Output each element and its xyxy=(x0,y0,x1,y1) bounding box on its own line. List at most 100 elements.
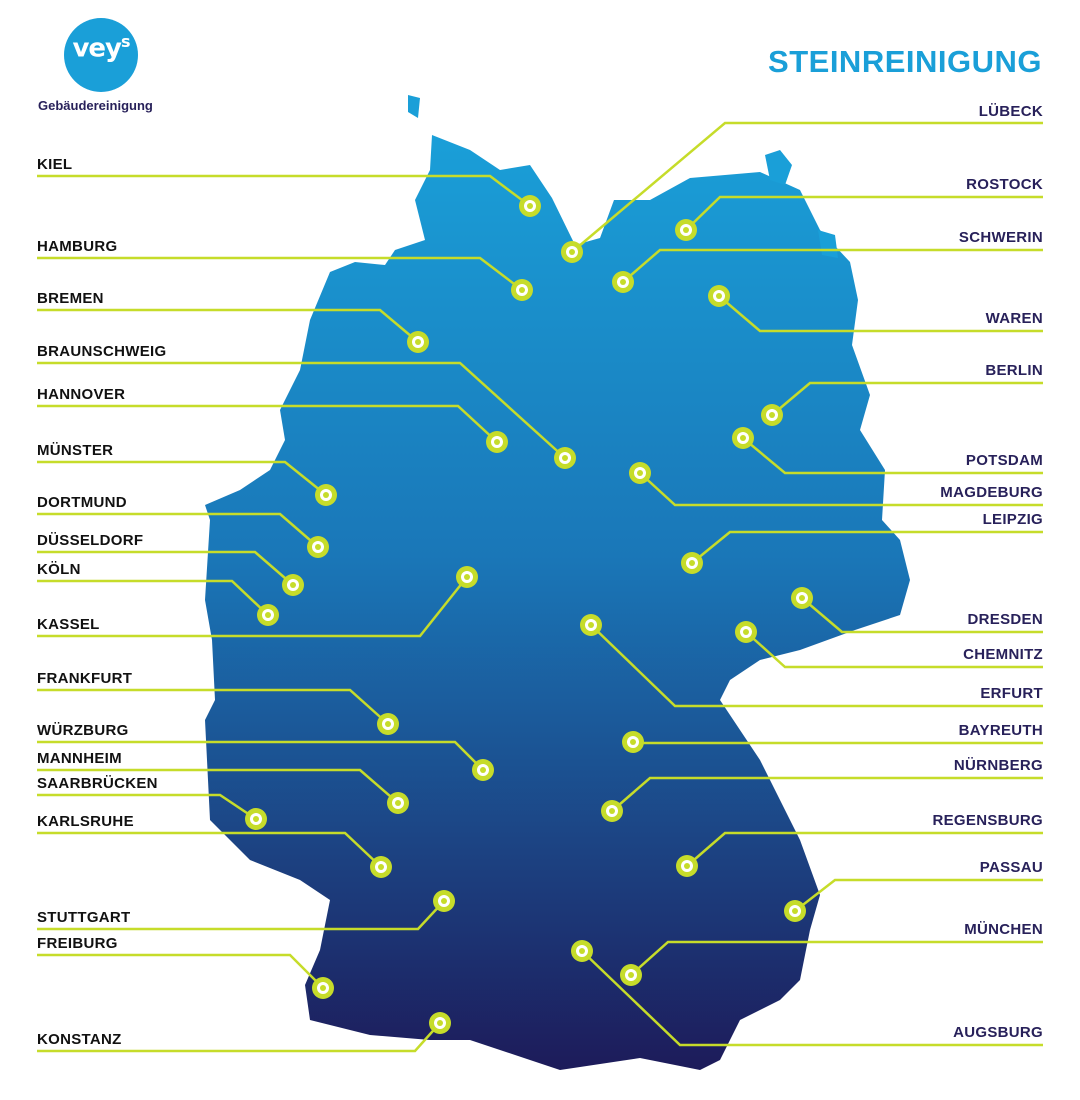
city-label-potsdam[interactable]: POTSDAM xyxy=(965,452,1043,469)
city-label-schwerin[interactable]: SCHWERIN xyxy=(958,229,1043,246)
marker-magdeburg[interactable] xyxy=(629,462,651,484)
connector-konstanz xyxy=(37,1022,441,1053)
marker-freiburg[interactable] xyxy=(312,977,334,999)
city-label-frankfurt[interactable]: FRANKFURT xyxy=(37,670,133,687)
city-label-erfurt[interactable]: ERFURT xyxy=(980,685,1043,702)
connector-muenchen xyxy=(630,940,1043,976)
city-label-dortmund[interactable]: DORTMUND xyxy=(37,494,127,511)
marker-leipzig[interactable] xyxy=(681,552,703,574)
logo-subtitle: Gebäudereinigung xyxy=(38,98,153,113)
connector-braunschweig xyxy=(37,361,566,459)
city-label-kiel[interactable]: KIEL xyxy=(37,156,73,173)
city-label-freiburg[interactable]: FREIBURG xyxy=(37,935,118,952)
connector-schwerin xyxy=(622,248,1043,283)
city-label-kassel[interactable]: KASSEL xyxy=(37,616,100,633)
logo: veys Gebäudereinigung xyxy=(38,18,170,118)
city-label-nuernberg[interactable]: NÜRNBERG xyxy=(953,757,1043,774)
city-label-leipzig[interactable]: LEIPZIG xyxy=(982,511,1043,528)
city-label-magdeburg[interactable]: MAGDEBURG xyxy=(940,484,1043,501)
city-label-muenster[interactable]: MÜNSTER xyxy=(37,442,114,459)
connector-hamburg xyxy=(37,256,523,291)
city-label-dresden[interactable]: DRESDEN xyxy=(967,611,1043,628)
connector-freiburg xyxy=(37,953,324,989)
fehmarn-island xyxy=(408,95,420,118)
marker-bayreuth[interactable] xyxy=(622,731,644,753)
city-label-rostock[interactable]: ROSTOCK xyxy=(966,176,1043,193)
marker-passau[interactable] xyxy=(784,900,806,922)
connector-frankfurt xyxy=(37,688,389,725)
connector-waren xyxy=(718,295,1043,333)
marker-berlin[interactable] xyxy=(761,404,783,426)
marker-erfurt[interactable] xyxy=(580,614,602,636)
connector-mannheim xyxy=(37,768,399,804)
marker-augsburg[interactable] xyxy=(571,940,593,962)
marker-bremen[interactable] xyxy=(407,331,429,353)
city-label-hamburg[interactable]: HAMBURG xyxy=(37,238,118,255)
city-label-duesseldorf[interactable]: DÜSSELDORF xyxy=(37,532,144,549)
connector-nuernberg xyxy=(611,776,1043,812)
marker-dresden[interactable] xyxy=(791,587,813,609)
marker-kassel[interactable] xyxy=(456,566,478,588)
connector-koeln xyxy=(37,579,269,616)
city-label-chemnitz[interactable]: CHEMNITZ xyxy=(963,646,1043,663)
marker-duesseldorf[interactable] xyxy=(282,574,304,596)
connector-passau xyxy=(794,878,1043,912)
marker-schwerin[interactable] xyxy=(612,271,634,293)
city-label-hannover[interactable]: HANNOVER xyxy=(37,386,126,403)
city-label-stuttgart[interactable]: STUTTGART xyxy=(37,909,131,926)
city-label-regensburg[interactable]: REGENSBURG xyxy=(932,812,1043,829)
city-label-koeln[interactable]: KÖLN xyxy=(37,561,81,578)
marker-saarbruecken[interactable] xyxy=(245,808,267,830)
marker-nuernberg[interactable] xyxy=(601,800,623,822)
marker-karlsruhe[interactable] xyxy=(370,856,392,878)
connector-karlsruhe xyxy=(37,831,382,868)
city-label-mannheim[interactable]: MANNHEIM xyxy=(37,750,122,767)
city-label-konstanz[interactable]: KONSTANZ xyxy=(37,1031,122,1048)
marker-konstanz[interactable] xyxy=(429,1012,451,1034)
marker-dortmund[interactable] xyxy=(307,536,329,558)
marker-kiel[interactable] xyxy=(519,195,541,217)
city-label-bremen[interactable]: BREMEN xyxy=(37,290,104,307)
connector-regensburg xyxy=(686,831,1043,867)
connector-dortmund xyxy=(37,512,319,548)
marker-frankfurt[interactable] xyxy=(377,713,399,735)
marker-waren[interactable] xyxy=(708,285,730,307)
marker-luebeck[interactable] xyxy=(561,241,583,263)
marker-rostock[interactable] xyxy=(675,219,697,241)
connector-hannover xyxy=(37,404,498,443)
connector-leipzig xyxy=(691,530,1043,564)
city-label-waren[interactable]: WAREN xyxy=(985,310,1043,327)
marker-braunschweig[interactable] xyxy=(554,447,576,469)
marker-potsdam[interactable] xyxy=(732,427,754,449)
city-label-karlsruhe[interactable]: KARLSRUHE xyxy=(37,813,134,830)
connector-saarbruecken xyxy=(37,793,257,821)
marker-koeln[interactable] xyxy=(257,604,279,626)
city-label-muenchen[interactable]: MÜNCHEN xyxy=(964,921,1043,938)
connector-potsdam xyxy=(742,437,1043,475)
marker-mannheim[interactable] xyxy=(387,792,409,814)
marker-regensburg[interactable] xyxy=(676,855,698,877)
page-title: STEINREINIGUNG xyxy=(768,44,1042,79)
city-label-saarbruecken[interactable]: SAARBRÜCKEN xyxy=(37,775,158,792)
marker-hannover[interactable] xyxy=(486,431,508,453)
marker-wuerzburg[interactable] xyxy=(472,759,494,781)
marker-muenster[interactable] xyxy=(315,484,337,506)
marker-stuttgart[interactable] xyxy=(433,890,455,912)
marker-hamburg[interactable] xyxy=(511,279,533,301)
germany-shape xyxy=(205,135,910,1070)
city-label-braunschweig[interactable]: BRAUNSCHWEIG xyxy=(37,343,167,360)
connector-kassel xyxy=(37,576,468,638)
city-label-luebeck[interactable]: LÜBECK xyxy=(978,103,1043,120)
city-label-passau[interactable]: PASSAU xyxy=(979,859,1043,876)
logo-circle xyxy=(64,18,138,92)
city-label-berlin[interactable]: BERLIN xyxy=(985,362,1043,379)
city-label-augsburg[interactable]: AUGSBURG xyxy=(953,1024,1043,1041)
marker-chemnitz[interactable] xyxy=(735,621,757,643)
city-label-bayreuth[interactable]: BAYREUTH xyxy=(958,722,1043,739)
connector-bremen xyxy=(37,308,419,343)
connector-lines xyxy=(37,121,1043,1053)
city-label-wuerzburg[interactable]: WÜRZBURG xyxy=(37,722,129,739)
connector-augsburg xyxy=(581,950,1043,1047)
marker-muenchen[interactable] xyxy=(620,964,642,986)
